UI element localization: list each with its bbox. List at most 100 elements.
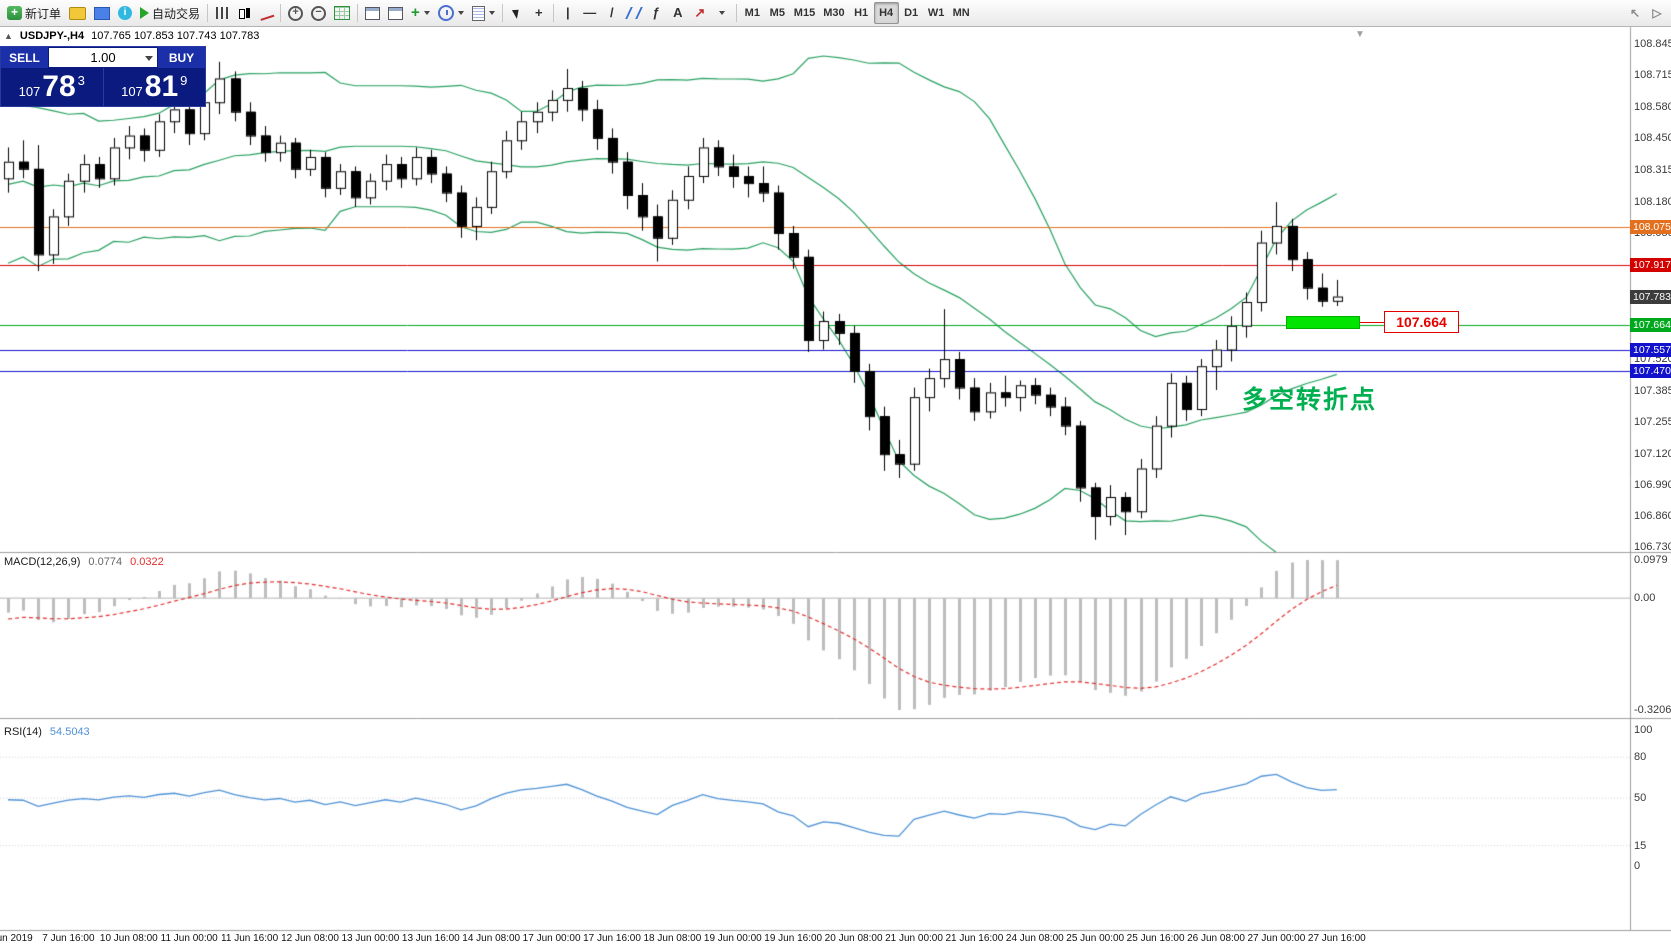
bar-chart-icon [215,7,229,19]
new-chart-button[interactable] [65,2,90,24]
macd-scale-label: -0.3206 [1634,704,1671,716]
info-icon [118,6,133,20]
ask-small: 107 [121,84,143,99]
time-label: 14 Jun 08:00 [462,933,521,944]
timeframe-MN[interactable]: MN [949,2,974,24]
buy-button[interactable]: BUY [158,47,205,68]
trendline-button[interactable]: / [601,2,623,24]
arrows-button[interactable]: ↗ [689,2,711,24]
toolbar: 新订单 自动交易 + + | — / ƒ A ↗ M [0,0,1671,27]
autotrading-label: 自动交易 [152,6,201,21]
price-tick: 108.450 [1634,131,1671,144]
time-label: 13 Jun 16:00 [401,933,460,944]
cursor-button[interactable] [506,2,528,24]
timeframe-W1[interactable]: W1 [924,2,949,24]
periods-button[interactable] [434,2,468,24]
time-label: 10 Jun 08:00 [99,933,158,944]
new-order-button[interactable]: 新订单 [3,2,65,24]
cascade-windows-button[interactable] [384,2,407,24]
new-order-icon [7,5,22,20]
time-label: 13 Jun 00:00 [341,933,400,944]
rsi-scale-label: 80 [1634,751,1647,764]
toolbar-right: ↖ ▷ [1624,2,1668,24]
one-click-trading-panel: SELL 1.00 BUY 107 78 3 107 81 9 [0,46,206,107]
volume-caret-icon[interactable] [145,56,153,61]
zoom-in-button[interactable] [284,2,307,24]
zoom-out-button[interactable] [307,2,330,24]
templates-button[interactable] [468,2,499,24]
bid-price[interactable]: 107 78 3 [1,68,103,106]
objects-list-button[interactable] [711,2,733,24]
channel-button[interactable] [623,2,645,24]
bar-chart-button[interactable] [211,2,233,24]
price-callout[interactable]: 107.664 [1384,311,1459,333]
price-tick: 106.860 [1634,510,1671,523]
indicators-button[interactable]: + [407,2,434,24]
macd-label: MACD(12,26,9) 0.0774 0.0322 [4,556,164,568]
zoom-out-icon [311,5,327,21]
toolbar-separator [501,4,503,22]
timeframe-M30[interactable]: M30 [819,2,848,24]
price-badge-107.917: 107.917 [1630,257,1671,272]
grid-button[interactable] [330,2,354,24]
time-label: 11 Jun 00:00 [160,933,218,944]
collapse-one-click-icon[interactable]: ▲ [4,31,13,41]
crosshair-icon: + [535,5,543,20]
timeframe-H1[interactable]: H1 [849,2,874,24]
timeframe-M1[interactable]: M1 [740,2,765,24]
trade-panel-top-row: SELL 1.00 BUY [1,47,205,68]
price-badge-107.470: 107.470 [1630,363,1671,378]
play-icon [140,7,150,19]
fibonacci-button[interactable]: ƒ [645,2,667,24]
sell-button[interactable]: SELL [1,47,48,68]
time-label: 11 Jun 16:00 [221,933,279,944]
chart-shift-button[interactable]: ▷ [1646,2,1668,24]
rsi-scale-label: 50 [1634,792,1647,804]
autotrading-button[interactable]: 自动交易 [136,2,204,24]
time-label: 25 Jun 16:00 [1126,933,1185,944]
tile-windows-button[interactable] [361,2,384,24]
line-chart-button[interactable] [255,2,277,24]
timeframe-M15[interactable]: M15 [790,2,819,24]
horizontal-line-button[interactable]: — [579,2,601,24]
info-button[interactable] [114,2,136,24]
auto-scroll-button[interactable]: ↖ [1624,2,1646,24]
volume-field[interactable]: 1.00 [49,48,157,67]
time-label: 24 Jun 08:00 [1005,933,1064,944]
price-tick: 107.255 [1634,416,1671,429]
crosshair-button[interactable]: + [528,2,550,24]
grid-icon [334,6,351,20]
time-label: 18 Jun 08:00 [643,933,702,944]
bid-sup: 3 [77,73,85,88]
price-badge-107.783: 107.783 [1630,289,1671,304]
terminal-button[interactable] [90,2,114,24]
rsi-name: RSI(14) [4,726,42,738]
macd-scale-label: 0.00 [1634,592,1656,605]
chevron-down-icon [719,11,726,15]
bid-big: 78 [42,70,76,103]
line-chart-icon [257,5,275,21]
time-label: 7 Jun 2019 [0,933,33,944]
chart-shift-marker: ▼ [1355,29,1365,40]
trade-panel-price-row: 107 78 3 107 81 9 [1,68,205,106]
tile-windows-icon [365,6,381,20]
auto-scroll-icon: ↖ [1629,6,1641,20]
channel-icon [624,7,643,19]
vertical-line-button[interactable]: | [557,2,579,24]
timeframe-H4[interactable]: H4 [873,2,899,24]
price-tick: 108.845 [1634,38,1671,50]
price-badge-107.664: 107.664 [1630,317,1671,332]
ask-price[interactable]: 107 81 9 [104,68,206,106]
text-button[interactable]: A [667,2,689,24]
candlestick-chart-button[interactable] [233,2,255,24]
annotation-text[interactable]: 多空转折点 [1242,386,1378,414]
rsi-scale-label: 0 [1634,860,1641,872]
price-axis[interactable]: 108.845 108.715 108.580 108.450 108.315 108.1… [1630,0,1671,948]
timeframe-M5[interactable]: M5 [765,2,790,24]
price-tick: 107.120 [1634,448,1671,461]
highlight-rectangle[interactable] [1286,316,1360,329]
timeframe-D1[interactable]: D1 [899,2,924,24]
trendline-icon: / [609,5,614,20]
